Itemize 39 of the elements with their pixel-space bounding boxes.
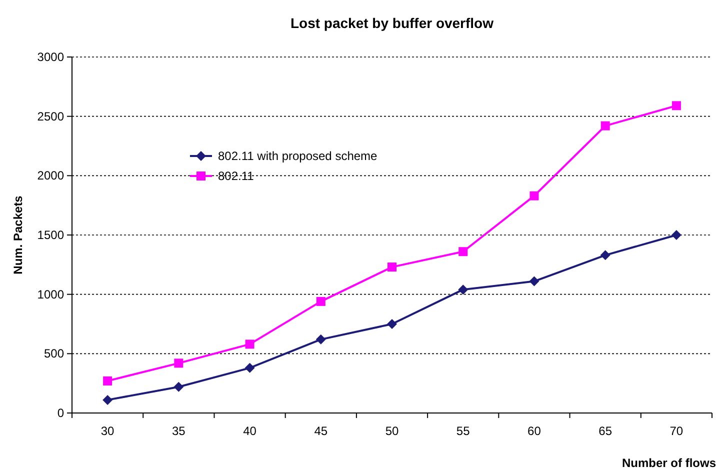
x-tick-label: 55 bbox=[456, 424, 470, 438]
x-tick-label: 60 bbox=[528, 424, 542, 438]
legend-label: 802.11 bbox=[218, 169, 254, 183]
x-tick-label: 65 bbox=[598, 424, 612, 438]
x-tick-label: 30 bbox=[100, 424, 115, 438]
point bbox=[244, 362, 255, 373]
point bbox=[530, 191, 539, 200]
point bbox=[316, 334, 326, 344]
chart-title: Lost packet by buffer overflow bbox=[290, 15, 494, 31]
point bbox=[103, 376, 112, 386]
point bbox=[529, 276, 540, 286]
x-axis-title: Number of flows bbox=[622, 456, 716, 470]
y-tick-label: 2000 bbox=[37, 168, 64, 183]
y-tick-label: 2500 bbox=[37, 109, 64, 124]
x-tick-label: 50 bbox=[385, 424, 399, 438]
point bbox=[245, 340, 254, 349]
point bbox=[600, 121, 610, 130]
x-tick-label: 45 bbox=[314, 424, 328, 438]
point bbox=[388, 262, 396, 272]
y-tick-label: 0 bbox=[57, 406, 64, 420]
y-tick-label: 500 bbox=[44, 346, 64, 361]
point bbox=[387, 319, 397, 329]
point bbox=[672, 101, 681, 110]
point bbox=[316, 296, 326, 306]
point bbox=[458, 284, 468, 295]
point bbox=[102, 394, 113, 405]
x-tick-label: 40 bbox=[243, 424, 257, 438]
y-tick-label: 3000 bbox=[37, 50, 64, 64]
x-tick-label: 70 bbox=[670, 424, 684, 438]
legend-label: 802.11 with proposed scheme bbox=[218, 149, 378, 163]
x-tick-label: 35 bbox=[172, 424, 186, 438]
point bbox=[174, 382, 184, 392]
point bbox=[600, 250, 610, 260]
point bbox=[458, 247, 468, 256]
y-tick-label: 1000 bbox=[37, 287, 64, 302]
y-axis-title: Num. Packets bbox=[11, 195, 25, 274]
y-tick-label: 1500 bbox=[37, 228, 64, 242]
point bbox=[174, 358, 184, 368]
point bbox=[671, 230, 682, 240]
